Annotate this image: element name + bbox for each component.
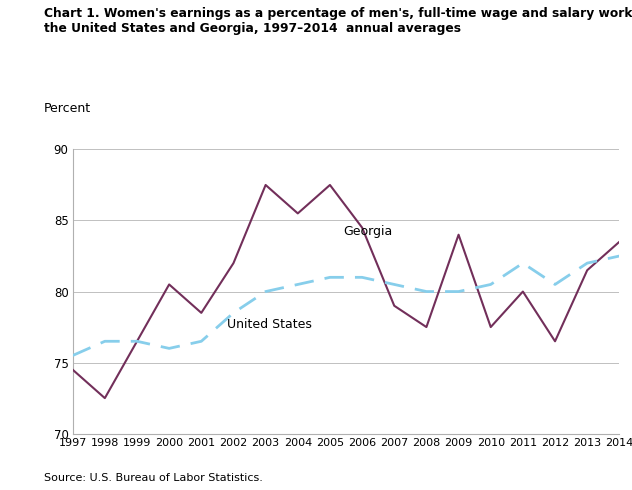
Text: Georgia: Georgia xyxy=(343,224,392,238)
Text: Percent: Percent xyxy=(44,102,92,115)
Text: Source: U.S. Bureau of Labor Statistics.: Source: U.S. Bureau of Labor Statistics. xyxy=(44,473,263,483)
Text: the United States and Georgia, 1997–2014  annual averages: the United States and Georgia, 1997–2014… xyxy=(44,22,461,35)
Text: United States: United States xyxy=(227,318,312,331)
Text: Chart 1. Women's earnings as a percentage of men's, full-time wage and salary wo: Chart 1. Women's earnings as a percentag… xyxy=(44,7,632,21)
